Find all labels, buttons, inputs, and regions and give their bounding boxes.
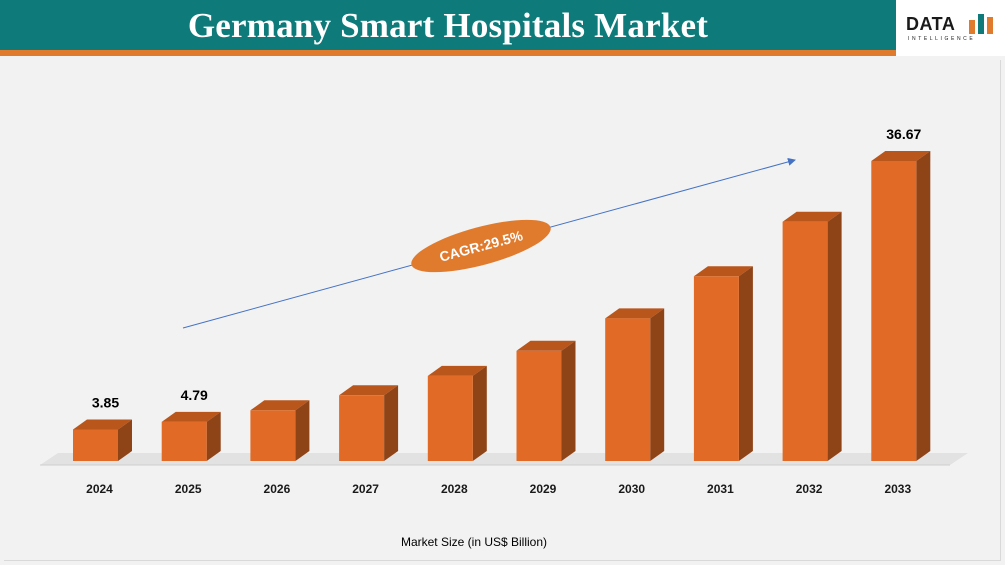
bar-2031: [693, 266, 753, 461]
tick-label: 2027: [352, 482, 379, 496]
bar-side: [650, 308, 665, 461]
bar-top: [427, 365, 487, 376]
bar-2028: [427, 365, 487, 461]
bar-top: [250, 400, 310, 411]
bar-top: [605, 308, 665, 319]
bar-top: [871, 151, 931, 161]
chart-frame: [4, 60, 1001, 561]
bar-front: [516, 350, 562, 461]
cagr-ellipse: [411, 219, 551, 273]
bar-side: [295, 400, 310, 461]
bar-side: [206, 411, 221, 461]
bar-front: [427, 375, 473, 461]
bar-2024: [73, 419, 132, 461]
data-label: 4.79: [181, 387, 208, 403]
tick-label: 2024: [86, 482, 113, 496]
logo-tagline: INTELLIGENCE: [908, 36, 976, 42]
tick-label: 2033: [884, 482, 911, 496]
bar-top: [161, 411, 221, 422]
bar-top: [782, 211, 842, 222]
bar-top: [339, 385, 399, 396]
bar-2027: [339, 385, 399, 461]
bar-front: [161, 421, 207, 461]
bar-side: [118, 419, 132, 461]
bar-front: [871, 161, 917, 461]
data-label: 3.85: [92, 395, 119, 411]
bar-2026: [250, 400, 310, 461]
bar-top: [516, 340, 576, 351]
bar-side: [916, 151, 931, 461]
tick-label: 2032: [796, 482, 823, 496]
bar-top: [693, 266, 753, 277]
page-title: Germany Smart Hospitals Market: [187, 6, 709, 45]
bar-2033: [871, 151, 931, 461]
bar-front: [73, 429, 118, 461]
bar-side: [827, 211, 842, 461]
x-axis-label: Market Size (in US$ Billion): [400, 535, 548, 549]
bar-2032: [782, 211, 842, 461]
logo-bars-icon: [969, 14, 993, 34]
logo: DATA INTELLIGENCE: [896, 0, 1005, 56]
tick-label: 2029: [530, 482, 557, 496]
tick-label: 2030: [618, 482, 645, 496]
tick-label: 2025: [175, 482, 202, 496]
tick-label: 2026: [264, 482, 291, 496]
data-label: 36.67: [886, 126, 921, 142]
bar-side: [561, 340, 576, 461]
tick-label: 2028: [441, 482, 468, 496]
bar-2030: [605, 308, 665, 461]
bar-side: [472, 365, 487, 461]
bar-top: [73, 419, 132, 430]
tick-label: 2031: [707, 482, 734, 496]
bar-front: [605, 318, 651, 461]
bar-side: [738, 266, 753, 461]
cagr-badge: CAGR:29.5%: [411, 219, 551, 273]
header-bar: [0, 0, 896, 56]
bar-2029: [516, 340, 576, 461]
bar-front: [339, 395, 385, 461]
logo-text: DATA: [906, 14, 956, 34]
bar-side: [384, 385, 399, 461]
bar-front: [250, 410, 296, 461]
bar-2025: [161, 411, 221, 461]
bar-front: [693, 276, 739, 461]
bar-front: [782, 221, 828, 461]
